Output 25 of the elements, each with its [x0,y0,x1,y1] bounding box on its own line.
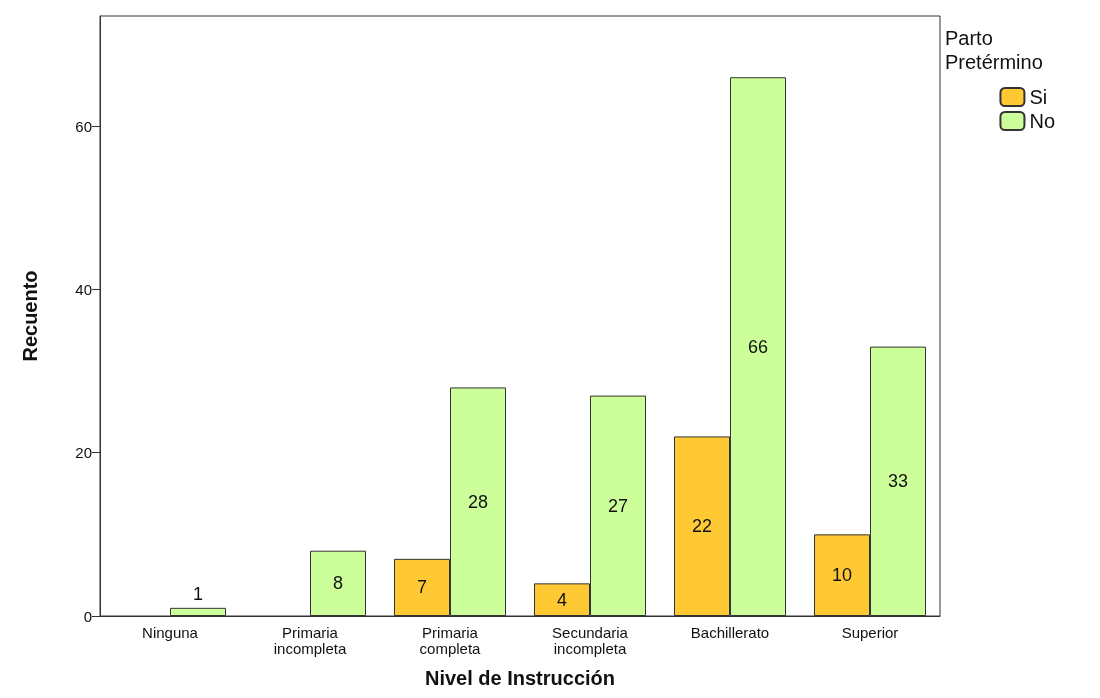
y-tick-label: 40 [75,280,92,298]
legend-label: Si [1029,86,1048,108]
x-axis-title: Nivel de Instrucción [424,667,616,689]
data-label: 10 [831,565,853,586]
x-tick-label: Secundaria incompleta [552,623,629,657]
data-label: 22 [691,516,713,537]
data-label: 28 [467,491,489,512]
x-tick-label: Superior [841,623,899,641]
x-tick-label: Bachillerato [690,623,770,641]
data-label: 27 [607,495,629,516]
data-label: 33 [887,471,909,492]
x-tick-label: Ninguna [142,623,199,641]
x-tick-label: Primaria incompleta [273,623,347,657]
y-axis-title: Recuento [19,270,41,362]
y-tick-label: 0 [83,607,92,625]
data-label: 8 [332,573,344,594]
legend-title: Parto Pretérmino [945,27,1043,73]
data-label: 4 [556,589,568,610]
data-label: 66 [747,336,769,357]
y-tick-label: 60 [75,117,92,135]
legend-label: No [1029,110,1056,132]
x-tick-label: Primaria completa [419,623,482,657]
data-label: 7 [416,577,428,598]
data-label: 1 [192,583,204,604]
y-tick-label: 20 [75,444,92,462]
